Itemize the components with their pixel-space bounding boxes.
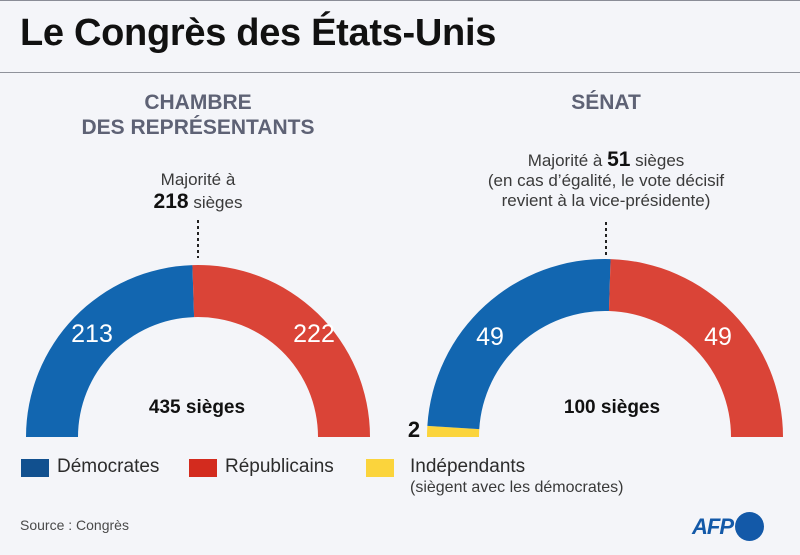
house-majority-suffix: sièges — [193, 193, 243, 212]
page-title: Le Congrès des États-Unis — [20, 12, 497, 54]
senate-republicans-label: 49 — [704, 323, 732, 351]
senate-arc-republicains — [608, 259, 783, 437]
senate-note-line2: revient à la vice-présidente) — [501, 191, 711, 210]
house-title-2: DES REPRÉSENTANTS — [48, 115, 348, 140]
afp-logo-dot-icon — [735, 512, 764, 541]
house-arc-democrates — [26, 265, 195, 437]
title-divider — [0, 72, 800, 73]
senate-majority-prefix: Majorité à — [527, 151, 603, 170]
top-border — [0, 0, 800, 1]
legend-swatch-democrats — [21, 459, 49, 477]
afp-logo-text: AFP — [692, 513, 734, 539]
senate-arc-group — [427, 258, 783, 437]
senate-majority-value: 51 — [607, 148, 631, 171]
house-republicans-label: 222 — [293, 320, 335, 348]
senate-arc-independants — [427, 425, 480, 437]
legend-label-independents: Indépendants — [410, 456, 526, 477]
senate-majority-suffix: sièges — [635, 151, 685, 170]
legend-label-republicans: Républicains — [225, 456, 334, 477]
house-arc-republicains — [192, 265, 370, 437]
house-majority-prefix: Majorité à — [160, 170, 236, 189]
legend-swatch-republicans — [189, 459, 217, 477]
house-title-line1: CHAMBRE — [144, 91, 252, 114]
house-title: CHAMBRE — [98, 90, 298, 115]
senate-arc-democrates — [427, 258, 611, 430]
house-arc-group — [26, 265, 370, 437]
house-majority-value: 218 — [153, 190, 189, 213]
senate-independents-label: 2 — [408, 417, 420, 442]
senate-note-line1: (en cas d’égalité, le vote décisif — [487, 171, 725, 190]
legend-independents: Indépendants (siègent avec les démocrate… — [366, 456, 623, 498]
legend-democrats: Démocrates — [21, 456, 159, 478]
house-title-line2: DES REPRÉSENTANTS — [81, 116, 315, 139]
house-majority: Majorité à 218 sièges — [98, 170, 298, 213]
afp-logo: AFP — [692, 512, 764, 541]
house-democrats-label: 213 — [71, 320, 113, 348]
house-total-label: 435 sièges — [149, 397, 245, 418]
legend-note-independents: (siègent avec les démocrates) — [410, 479, 624, 496]
legend-republicans: Républicains — [189, 456, 334, 478]
source-text: Source : Congrès — [20, 517, 129, 533]
legend-swatch-independents — [366, 459, 394, 477]
senate-total-label: 100 sièges — [564, 397, 660, 418]
senate-democrats-label: 49 — [476, 323, 504, 351]
senate-title: SÉNAT — [571, 91, 641, 114]
legend-label-democrats: Démocrates — [57, 456, 160, 477]
senate-majority: Majorité à 51 sièges (en cas d’égalité, … — [426, 148, 786, 211]
